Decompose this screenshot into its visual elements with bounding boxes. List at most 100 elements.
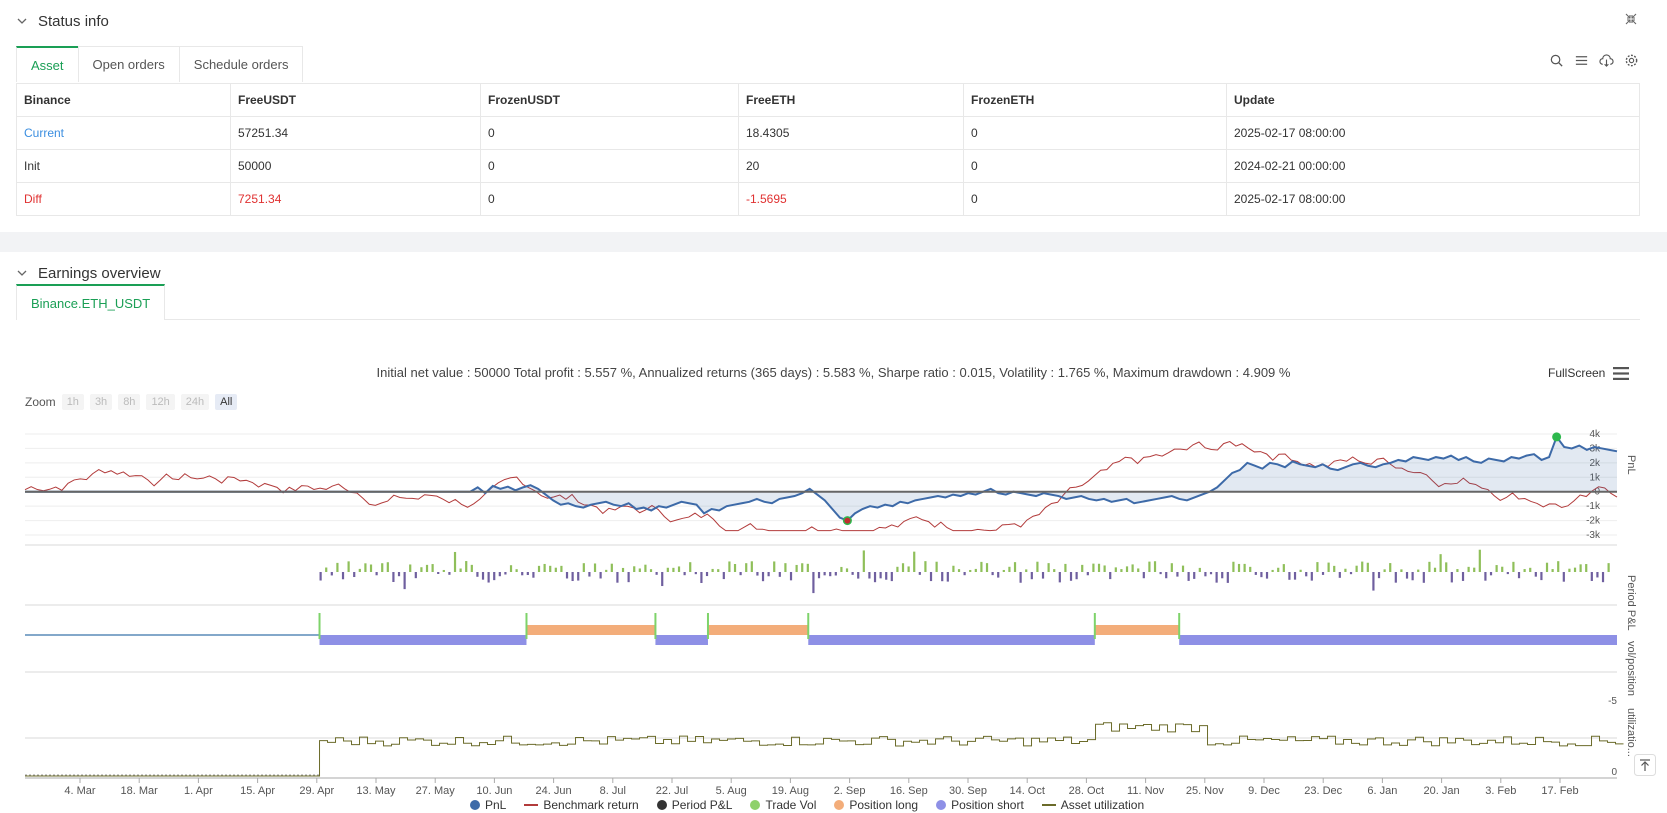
period-bar <box>649 569 653 572</box>
period-bar <box>941 572 944 582</box>
period-bar <box>1232 561 1235 572</box>
period-bar <box>1120 569 1123 572</box>
period-bar <box>739 572 742 576</box>
period-bar <box>812 572 815 594</box>
earnings-chart[interactable]: 4k 3k 2k 1k 0 -1k -2k -3k PnL Period P&L vol/posit… <box>0 415 1667 798</box>
period-bar <box>465 561 468 572</box>
legend-trade-vol[interactable]: Trade Vol <box>750 798 816 812</box>
search-icon[interactable] <box>1549 53 1564 68</box>
zoom-3h[interactable]: 3h <box>89 394 113 410</box>
legend-label: PnL <box>485 798 507 812</box>
legend-marker <box>470 800 480 810</box>
period-bar <box>425 564 429 572</box>
period-bar <box>689 562 692 572</box>
period-bar <box>319 572 322 581</box>
legend-marker <box>936 800 947 810</box>
period-bar <box>1187 572 1190 581</box>
period-bar <box>470 564 473 572</box>
cell: -1.5695 <box>738 182 964 216</box>
fullscreen-button[interactable]: FullScreen <box>1548 366 1606 380</box>
collapse-fullscreen-icon[interactable] <box>1625 13 1637 25</box>
legend-asset-utilization[interactable]: Asset utilization <box>1041 798 1144 812</box>
legend-benchmark[interactable]: Benchmark return <box>524 798 639 812</box>
period-bar <box>1562 572 1565 582</box>
period-bar <box>341 572 345 580</box>
period-bar <box>621 567 625 572</box>
menu-icon[interactable] <box>1613 367 1629 380</box>
period-bar <box>448 572 451 575</box>
tab-binance-eth-usdt[interactable]: Binance.ETH_USDT <box>16 284 166 320</box>
tab-schedule-orders[interactable]: Schedule orders <box>178 46 304 82</box>
period-bar <box>1036 561 1039 572</box>
zoom-12h[interactable]: 12h <box>146 394 175 410</box>
period-bar <box>616 572 619 583</box>
status-header[interactable]: Status info <box>16 10 109 32</box>
period-bar <box>767 572 770 577</box>
gear-icon[interactable] <box>1624 53 1639 68</box>
period-bar <box>1428 561 1431 572</box>
position-short-bar <box>319 635 527 645</box>
period-bar <box>711 568 714 572</box>
earnings-title: Earnings overview <box>38 264 161 282</box>
chevron-down-icon[interactable] <box>16 267 28 279</box>
period-bar <box>857 572 860 579</box>
zoom-all[interactable]: All <box>215 394 238 410</box>
zoom-1h[interactable]: 1h <box>61 394 84 410</box>
period-bar <box>1047 563 1050 572</box>
scroll-top-icon[interactable] <box>1634 754 1656 776</box>
legend-period-pnl[interactable]: Period P&L <box>656 798 732 812</box>
period-bar <box>459 568 462 572</box>
period-bar <box>1316 562 1319 572</box>
period-bar <box>1484 572 1487 581</box>
period-bar <box>991 572 994 576</box>
period-bar <box>414 572 417 579</box>
period-bar <box>1579 564 1582 572</box>
period-bar <box>1321 572 1325 575</box>
period-bar <box>1181 565 1185 572</box>
list-icon[interactable] <box>1574 53 1589 68</box>
x-tick-label: 2. Sep <box>834 785 866 797</box>
legend-position-short[interactable]: Position short <box>936 798 1024 812</box>
row-label-current[interactable]: Current <box>16 116 231 150</box>
cell: 0 <box>480 182 739 216</box>
period-bar <box>1030 572 1033 580</box>
period-bar <box>369 564 373 572</box>
position-short-bar <box>808 635 1095 645</box>
period-bar <box>1361 561 1364 572</box>
tab-asset[interactable]: Asset <box>16 46 79 82</box>
period-bar <box>1389 563 1392 572</box>
period-bar <box>728 561 731 572</box>
period-bar <box>1467 566 1470 572</box>
period-bar <box>565 572 569 579</box>
period-bar <box>554 567 557 572</box>
period-bar <box>364 563 367 572</box>
period-bar <box>801 563 804 572</box>
period-bar <box>666 567 669 572</box>
period-bar <box>913 551 916 572</box>
period-bar <box>694 572 697 575</box>
legend-position-long[interactable]: Position long <box>834 798 918 812</box>
chevron-down-icon[interactable] <box>16 15 28 27</box>
zoom-24h[interactable]: 24h <box>180 394 210 410</box>
legend-pnl[interactable]: PnL <box>470 798 506 812</box>
period-bar <box>862 550 865 572</box>
x-tick-label: 8. Jul <box>600 785 626 797</box>
cell: 0 <box>963 116 1227 150</box>
zoom-8h[interactable]: 8h <box>118 394 141 410</box>
table-header-row: Binance FreeUSDT FrozenUSDT FreeETH Froz… <box>16 83 1640 117</box>
period-bar <box>1282 564 1285 572</box>
period-bar <box>672 567 675 572</box>
y-tick-label: 2k <box>1589 458 1601 469</box>
earnings-header[interactable]: Earnings overview <box>16 262 161 284</box>
position-long-bar <box>526 625 656 635</box>
period-bar <box>1551 569 1554 572</box>
legend-label: Position long <box>849 798 919 812</box>
position-tick-label: -5 <box>1608 696 1617 707</box>
period-bar <box>1489 572 1493 576</box>
cloud-download-icon[interactable] <box>1599 53 1614 68</box>
period-bar <box>1209 572 1213 575</box>
tab-open-orders[interactable]: Open orders <box>77 46 180 82</box>
period-bar <box>1355 565 1358 572</box>
period-bar <box>1405 572 1409 579</box>
period-bar <box>1411 572 1414 581</box>
